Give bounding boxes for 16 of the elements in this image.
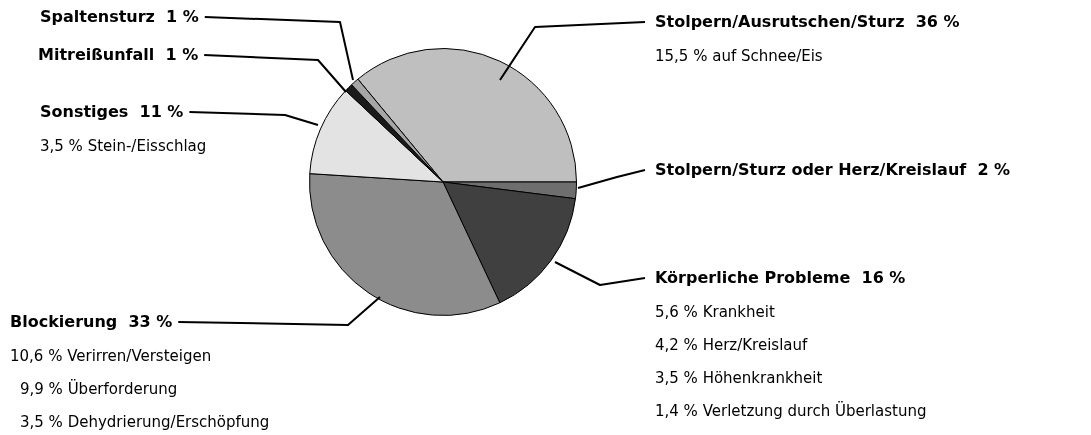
text: 5,6 % Krankheit [655, 303, 775, 321]
slice-label: Körperliche Probleme 16 % [655, 268, 906, 287]
slice-label: Blockierung 33 % [10, 312, 173, 331]
slice-label: Mitreißunfall 1 % [38, 45, 199, 64]
text: 9,9 % Überforderung [20, 379, 178, 398]
text: 3,5 % Stein-/Eisschlag [40, 137, 207, 155]
text: 10,6 % Verirren/Versteigen [10, 347, 212, 365]
slice-label: Stolpern/Ausrutschen/Sturz 36 % [655, 12, 960, 31]
text: 3,5 % Höhenkrankheit [655, 369, 823, 387]
text: 4,2 % Herz/Kreislauf [655, 336, 808, 354]
slice-label: Sonstiges 11 % [40, 102, 184, 121]
text: 15,5 % auf Schnee/Eis [655, 47, 823, 65]
slice-label: Spaltensturz 1 % [40, 7, 199, 26]
text: 1,4 % Verletzung durch Überlastung [655, 401, 927, 420]
slice-label: Stolpern/Sturz oder Herz/Kreislauf 2 % [655, 160, 1011, 179]
text: 3,5 % Dehydrierung/Erschöpfung [20, 413, 270, 431]
